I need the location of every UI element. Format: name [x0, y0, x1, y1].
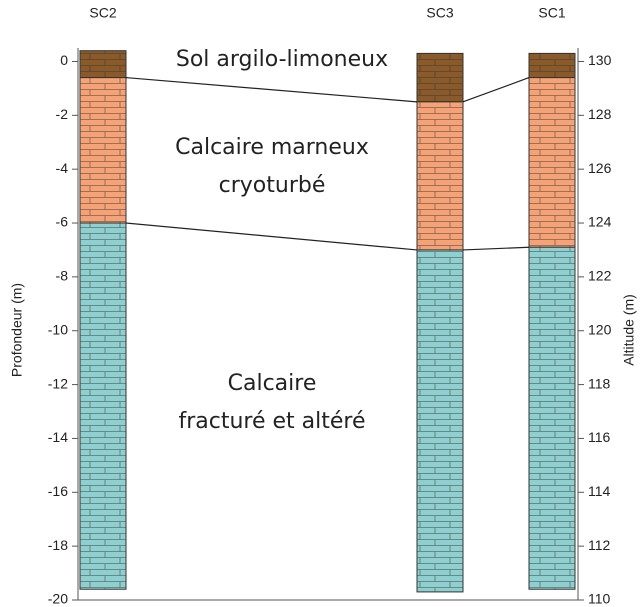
correlation-line [125, 77, 418, 103]
y2-tick-label: 130 [588, 52, 612, 68]
layer-pattern [417, 249, 463, 592]
column-label: SC1 [538, 5, 565, 21]
y-tick-label: -12 [48, 375, 68, 391]
y-tick-label: -10 [48, 321, 68, 337]
column-label: SC2 [89, 5, 116, 21]
y2-tick-label: 128 [588, 106, 612, 122]
correlation-line [462, 77, 530, 103]
y-tick-label: -4 [56, 160, 69, 176]
correlation-line [462, 246, 530, 251]
layer-pattern [417, 53, 463, 102]
y2-tick-label: 122 [588, 268, 612, 284]
y-tick-label: 0 [60, 52, 68, 68]
y2-axis-title: Altitude (m) [621, 294, 637, 366]
y2-tick-label: 124 [588, 214, 612, 230]
y-tick-label: -20 [48, 591, 68, 607]
y-tick-label: -16 [48, 483, 68, 499]
y2-tick-label: 118 [588, 375, 611, 391]
y2-tick-label: 126 [588, 160, 612, 176]
y2-tick-label: 112 [588, 537, 611, 553]
layer-pattern [529, 53, 575, 78]
layer-pattern [80, 223, 126, 590]
layer-pattern [80, 50, 126, 78]
y-axis-title: Profondeur (m) [9, 283, 25, 377]
y2-tick-label: 114 [588, 483, 611, 499]
y2-tick-label: 116 [588, 429, 611, 445]
layer-label: Sol argilo-limoneux [176, 47, 388, 72]
layer-pattern [529, 247, 575, 590]
layer-pattern [417, 101, 463, 250]
y-tick-label: -14 [48, 429, 68, 445]
column-label: SC3 [426, 5, 453, 21]
layer-pattern [80, 77, 126, 224]
y-tick-label: -2 [56, 106, 69, 122]
layer-label: Calcaire [228, 371, 317, 396]
layer-label: fracturé et altéré [178, 409, 365, 434]
y-tick-label: -8 [56, 268, 69, 284]
y2-tick-label: 110 [588, 591, 611, 607]
y-tick-label: -18 [48, 537, 68, 553]
layer-pattern [529, 77, 575, 248]
y2-tick-label: 120 [588, 321, 612, 337]
layer-label: cryoturbé [219, 173, 326, 198]
y-tick-label: -6 [56, 214, 69, 230]
correlation-line [125, 222, 418, 251]
layer-label: Calcaire marneux [175, 135, 369, 160]
